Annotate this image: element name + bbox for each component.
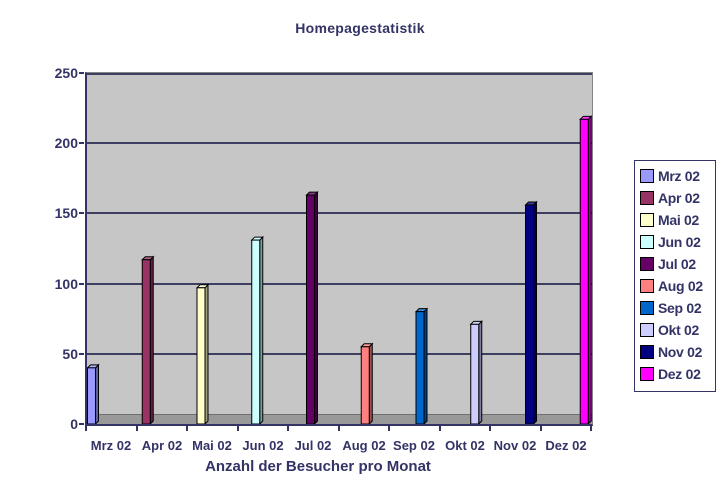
y-tick-mark	[79, 142, 84, 145]
legend-label: Okt 02	[658, 322, 699, 338]
x-axis-label: Apr 02	[141, 438, 183, 453]
bar-mai-02	[195, 283, 210, 424]
y-axis-label: 250	[54, 65, 78, 81]
plot-floor-3d	[87, 414, 592, 424]
x-tick-mark	[388, 426, 390, 431]
legend-swatch	[640, 301, 654, 315]
legend-item: Mai 02	[640, 209, 713, 231]
legend-label: Aug 02	[658, 278, 703, 294]
bar-sep-02	[414, 307, 429, 424]
bar-aug-02	[360, 342, 374, 424]
legend-item: Apr 02	[640, 187, 713, 209]
x-tick-mark	[489, 426, 491, 431]
legend-item: Jul 02	[640, 253, 713, 275]
x-tick-mark	[287, 426, 289, 431]
plot-area	[85, 72, 593, 426]
legend-swatch	[640, 279, 654, 293]
x-tick-mark	[338, 426, 340, 431]
legend-item: Okt 02	[640, 319, 713, 341]
x-tick-mark	[590, 426, 592, 431]
legend-swatch	[640, 367, 654, 381]
y-tick-mark	[79, 212, 84, 215]
y-axis-label: 50	[62, 345, 78, 362]
x-tick-mark	[136, 426, 138, 431]
legend-label: Dez 02	[658, 366, 701, 382]
x-axis-label: Okt 02	[445, 438, 485, 453]
x-axis-label: Dez 02	[545, 438, 587, 453]
bars-layer	[87, 115, 592, 424]
x-axis-label: Aug 02	[342, 438, 386, 453]
legend-swatch	[640, 213, 654, 227]
legend-label: Sep 02	[658, 300, 702, 316]
bar-nov-02	[524, 200, 538, 424]
x-tick-mark	[85, 426, 87, 431]
y-axis-label: 200	[54, 135, 78, 152]
legend-swatch	[640, 323, 654, 337]
legend-label: Jul 02	[658, 256, 696, 272]
legend-label: Jun 02	[658, 234, 701, 250]
legend-label: Apr 02	[658, 190, 700, 206]
legend-label: Mai 02	[658, 212, 699, 228]
y-axis-label: 150	[54, 205, 78, 222]
x-axis-label: Jul 02	[294, 438, 332, 453]
legend-item: Mrz 02	[640, 165, 713, 187]
x-axis-label: Mai 02	[192, 438, 232, 453]
x-axis-label: Mrz 02	[90, 438, 132, 453]
chart-title: Homepagestatistik	[295, 20, 425, 36]
legend-item: Nov 02	[640, 341, 713, 363]
legend-swatch	[640, 169, 654, 183]
legend-item: Jun 02	[640, 231, 713, 253]
legend-item: Aug 02	[640, 275, 713, 297]
legend-swatch	[640, 235, 654, 249]
y-axis-label: 0	[70, 416, 78, 432]
bar-jun-02	[250, 235, 264, 424]
legend-item: Dez 02	[640, 363, 713, 385]
legend-swatch	[640, 191, 654, 205]
y-tick-mark	[79, 72, 84, 74]
legend-swatch	[640, 257, 654, 271]
gridline	[87, 212, 592, 215]
y-tick-mark	[79, 423, 84, 425]
gridline	[87, 352, 592, 355]
legend-label: Mrz 02	[658, 168, 700, 184]
x-tick-mark	[439, 426, 441, 431]
y-tick-mark	[79, 282, 84, 285]
bar-mrz-02	[87, 363, 100, 424]
bar-apr-02	[141, 255, 155, 424]
gridline	[87, 282, 592, 285]
legend-swatch	[640, 345, 654, 359]
bar-dez-02	[579, 115, 592, 424]
legend-label: Nov 02	[658, 344, 703, 360]
x-axis-label: Nov 02	[493, 438, 537, 453]
x-axis-label: Jun 02	[242, 438, 284, 453]
y-tick-mark	[79, 352, 84, 355]
legend: Mrz 02 Apr 02 Mai 02 Jun 02 Jul 02 Aug 02 Sep …	[634, 160, 716, 392]
bar-okt-02	[469, 320, 483, 424]
x-axis-label: Sep 02	[393, 438, 435, 453]
x-tick-mark	[540, 426, 542, 431]
x-tick-mark	[237, 426, 239, 431]
gridline	[87, 73, 592, 75]
y-axis-label: 100	[54, 275, 78, 292]
gridline	[87, 142, 592, 145]
bar-jul-02	[305, 190, 319, 424]
x-axis-title: Anzahl der Besucher pro Monat	[205, 458, 431, 475]
x-tick-mark	[186, 426, 188, 431]
legend-item: Sep 02	[640, 297, 713, 319]
